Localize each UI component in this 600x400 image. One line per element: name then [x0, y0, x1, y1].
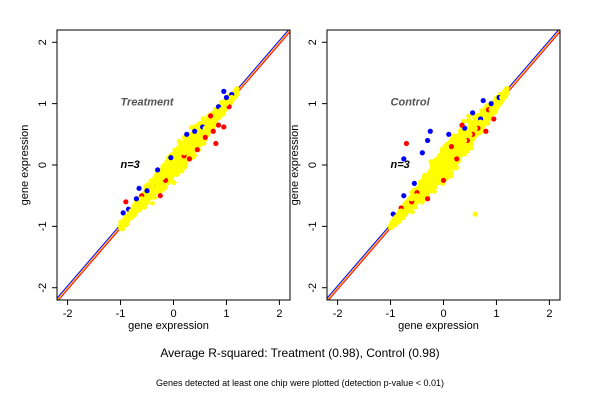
cloud-point [197, 137, 203, 142]
cloud-point [466, 113, 471, 119]
data-point-yellow [117, 223, 124, 229]
scatter-panel-treatment: -2 -1 0 1 2 -2 -1 0 1 2 gene expression gene expres… [19, 29, 291, 332]
cloud-point [183, 139, 188, 145]
data-point-yellow [181, 150, 187, 156]
cloud-point [409, 189, 415, 195]
data-point-red [123, 199, 129, 205]
data-point-red [221, 124, 227, 130]
sample-count-annotation: n=3 [121, 159, 140, 171]
cloud-point [171, 180, 177, 186]
y-tick-label: 1 [37, 101, 49, 107]
cloud-point [169, 173, 175, 179]
data-point-yellow [213, 113, 219, 119]
data-point-blue [223, 94, 230, 101]
data-point-yellow [139, 196, 145, 202]
data-point-red [186, 156, 192, 162]
x-tick-label: 0 [170, 308, 176, 320]
data-point-yellow [170, 162, 177, 168]
data-point-yellow [223, 101, 230, 107]
data-point-blue [155, 167, 161, 173]
cloud-point [139, 204, 145, 210]
data-point-yellow [229, 94, 235, 101]
data-point-blue [120, 210, 126, 216]
data-point-yellow [207, 119, 214, 125]
data-point-blue [192, 128, 198, 134]
cloud-point [165, 163, 170, 169]
cloud-point [190, 147, 196, 153]
data-point-red [157, 193, 163, 199]
cloud-point [137, 201, 143, 206]
data-point-yellow [149, 183, 155, 190]
cloud-point [183, 160, 189, 166]
data-point-red [213, 140, 219, 147]
cloud-point [197, 120, 203, 126]
data-point-blue [133, 196, 140, 202]
data-point-yellow [133, 205, 140, 211]
cloud-point [154, 185, 160, 191]
y-tick-label: -2 [37, 283, 49, 293]
cloud-point [140, 200, 146, 206]
data-point-blue [168, 155, 174, 161]
cloud-point [193, 124, 199, 130]
panel-label: Treatment [121, 96, 175, 108]
data-point-yellow [202, 125, 208, 131]
data-point-blue [136, 185, 142, 191]
cloud-point [150, 200, 155, 206]
data-point-yellow [234, 88, 240, 94]
data-point-blue [144, 188, 150, 194]
cloud-point [179, 168, 185, 174]
data-point-yellow [165, 168, 171, 174]
y-axis-label: gene expression [19, 125, 31, 206]
x-tick-label: 1 [223, 308, 229, 320]
data-point-yellow [192, 137, 198, 144]
data-point-yellow [160, 174, 166, 180]
cloud-point [449, 139, 455, 145]
data-point-yellow [218, 107, 224, 113]
data-point-red [202, 134, 208, 140]
data-point-red [194, 147, 200, 153]
cloud-point [432, 157, 438, 163]
data-point-blue [184, 131, 190, 137]
cloud-point [200, 116, 206, 122]
data-point-blue [221, 88, 227, 94]
data-point-yellow [144, 193, 150, 199]
cloud-point [452, 165, 458, 171]
x-tick-label: -1 [116, 308, 126, 320]
cloud-point [188, 133, 194, 138]
data-point-red [210, 128, 216, 134]
data-point-yellow [128, 208, 134, 214]
x-axis-label: gene expression [128, 320, 209, 332]
cloud-point [153, 174, 158, 180]
data-point-yellow [186, 143, 192, 150]
cloud-point [174, 151, 180, 157]
cloud-point [188, 125, 194, 130]
data-point-yellow [123, 214, 129, 220]
x-tick-label: -2 [63, 308, 73, 320]
y-tick-label: -1 [37, 221, 49, 231]
x-tick-label: 2 [276, 308, 282, 320]
plot-area [327, 30, 560, 300]
y-tick-label: 2 [37, 39, 49, 45]
data-point-yellow [155, 180, 161, 187]
cloud-point [448, 173, 454, 179]
plot-area [57, 30, 290, 300]
data-point-red [207, 113, 214, 119]
data-point-yellow [176, 156, 182, 162]
data-point-red [215, 122, 222, 128]
data-point-yellow [197, 131, 203, 137]
y-tick-label: 0 [37, 162, 49, 168]
cloud-point [179, 143, 185, 148]
